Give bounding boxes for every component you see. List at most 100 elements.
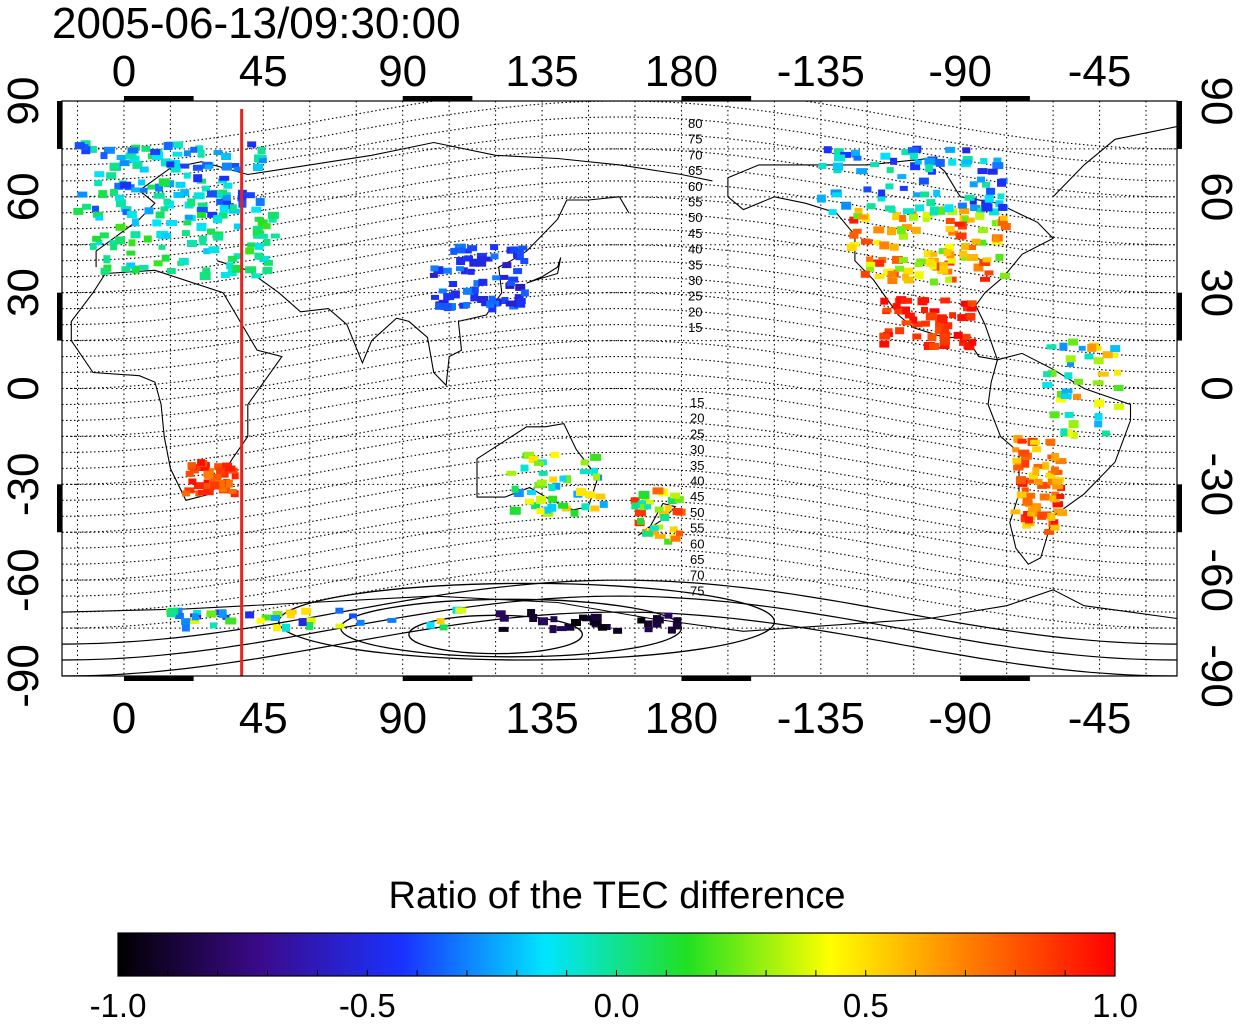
data-point [221, 192, 231, 198]
contour-label: 50 [690, 505, 704, 520]
data-point [219, 205, 229, 213]
contour-label: 35 [688, 257, 702, 272]
data-point [158, 178, 170, 187]
data-point [911, 226, 921, 234]
data-point [590, 505, 600, 512]
tick-bar-bottom [123, 676, 194, 681]
data-point [189, 467, 198, 474]
data-point [670, 535, 681, 542]
data-point [879, 332, 891, 340]
data-point [966, 306, 977, 312]
tick-bar-top [681, 96, 752, 101]
data-point [203, 248, 211, 255]
data-point [187, 462, 196, 470]
data-point [441, 267, 452, 274]
data-point [980, 276, 990, 282]
x-tick-label-top: 0 [112, 47, 136, 96]
data-point [909, 213, 918, 221]
data-point [262, 223, 271, 230]
data-point [589, 620, 600, 626]
data-point [219, 175, 230, 181]
data-point [851, 149, 860, 157]
data-point [916, 258, 927, 265]
contour-line [62, 101, 1177, 166]
data-point [1050, 466, 1059, 474]
data-point [429, 272, 438, 278]
data-point [989, 208, 999, 216]
coastline [62, 589, 1177, 632]
data-point [901, 149, 913, 156]
data-point [178, 257, 189, 265]
data-point [890, 157, 898, 165]
data-point [476, 252, 487, 259]
contour-label: 25 [690, 426, 704, 441]
data-point [957, 314, 967, 322]
data-point [257, 219, 268, 227]
data-point [245, 611, 255, 619]
x-tick-label-bottom: -45 [1068, 694, 1132, 743]
contour-line [62, 403, 1177, 469]
data-point [477, 256, 486, 262]
data-point [929, 342, 940, 350]
data-point [120, 181, 132, 189]
data-point [349, 613, 357, 619]
data-point [256, 617, 265, 624]
data-point [944, 322, 953, 330]
data-point [941, 326, 950, 334]
data-point [520, 289, 529, 297]
data-point [1043, 371, 1052, 378]
data-point [912, 333, 922, 340]
data-point [670, 492, 681, 499]
data-point [271, 615, 280, 621]
data-point [925, 164, 934, 173]
data-point [476, 259, 487, 267]
data-point [166, 609, 176, 618]
data-point [922, 216, 930, 222]
data-point [948, 276, 957, 283]
tick-bar-bottom [681, 676, 752, 681]
data-point [1025, 521, 1035, 527]
data-point [642, 499, 654, 505]
data-point [178, 163, 190, 169]
data-point [853, 213, 863, 220]
data-point [254, 252, 264, 260]
data-point [984, 270, 994, 276]
data-point [966, 300, 977, 307]
data-point [1017, 438, 1027, 444]
data-point [674, 496, 684, 504]
data-point [225, 617, 237, 625]
data-point [863, 186, 872, 193]
data-point [100, 267, 110, 275]
data-point [595, 493, 606, 500]
data-point [261, 255, 270, 261]
contour-label: 20 [688, 304, 702, 319]
data-point [979, 259, 991, 266]
data-point [252, 230, 264, 236]
magnetic-latitude-contours [62, 101, 1177, 676]
data-point [935, 320, 947, 329]
data-point [94, 180, 103, 187]
tick-bar-top [402, 96, 473, 101]
y-tick-label-left: 0 [0, 376, 48, 400]
data-point [880, 297, 889, 305]
data-point [548, 495, 558, 503]
data-point [124, 206, 132, 212]
data-point [247, 141, 257, 148]
data-point [1046, 439, 1054, 446]
data-point [120, 206, 128, 212]
data-point [1113, 403, 1124, 410]
tec-data-points [73, 140, 1124, 634]
tick-bar-right [1177, 484, 1182, 533]
data-point [81, 144, 89, 151]
data-point [865, 261, 876, 267]
tick-bar-top [123, 96, 194, 101]
data-point [225, 479, 233, 488]
x-tick-label-bottom: 0 [112, 694, 136, 743]
data-point [902, 273, 909, 281]
data-point [106, 172, 117, 180]
data-point [270, 233, 280, 239]
data-point [1012, 447, 1020, 453]
data-point [181, 624, 190, 632]
contour-line [62, 324, 1177, 390]
data-point [143, 235, 152, 243]
